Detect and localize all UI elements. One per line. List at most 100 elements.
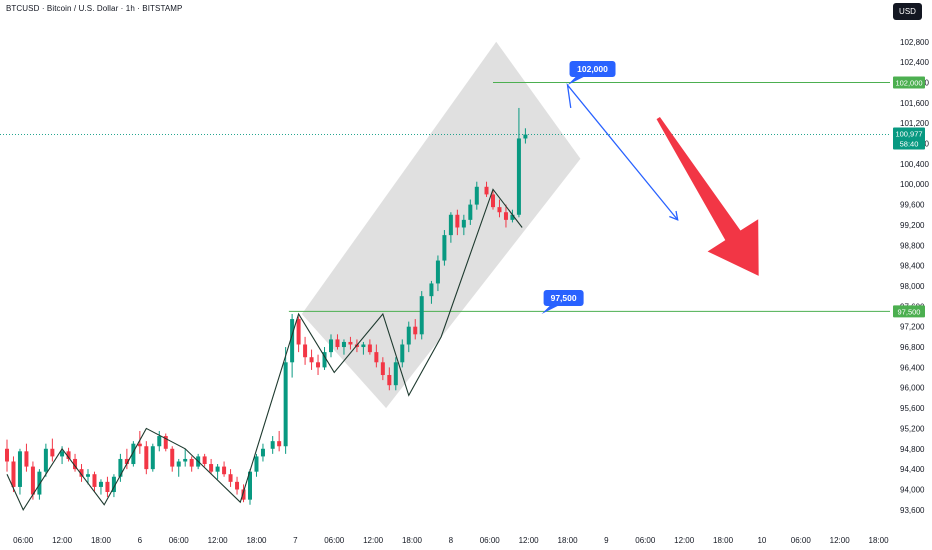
candle[interactable]	[406, 321, 411, 353]
candle[interactable]	[296, 316, 301, 353]
candle[interactable]	[329, 334, 333, 358]
candle[interactable]	[461, 214, 466, 236]
candle[interactable]	[50, 438, 55, 462]
candle-body	[24, 451, 29, 467]
candle[interactable]	[137, 430, 142, 454]
zigzag-line[interactable]	[6, 188, 523, 511]
candle[interactable]	[111, 474, 116, 498]
candle[interactable]	[222, 461, 227, 477]
candle[interactable]	[400, 339, 405, 368]
candle[interactable]	[11, 456, 16, 493]
candle[interactable]	[254, 453, 259, 477]
candle[interactable]	[228, 469, 233, 487]
candle-body	[150, 446, 155, 470]
chart-title: BTCUSD · Bitcoin / U.S. Dollar · 1h · BI…	[6, 4, 183, 13]
candle-body	[316, 362, 321, 368]
candle[interactable]	[491, 189, 495, 210]
callout-box	[543, 289, 584, 306]
candle[interactable]	[86, 469, 90, 485]
candle[interactable]	[361, 341, 366, 355]
x-tick-label: 18:00	[558, 536, 579, 545]
candle-body	[254, 456, 259, 472]
candle-body	[497, 207, 502, 213]
x-tick-label: 06:00	[13, 536, 34, 545]
candle[interactable]	[419, 291, 424, 340]
candle[interactable]	[270, 436, 275, 454]
candle[interactable]	[209, 458, 214, 475]
candle[interactable]	[448, 212, 453, 243]
candle[interactable]	[429, 280, 434, 304]
callout-box	[569, 61, 616, 78]
candle[interactable]	[367, 339, 372, 355]
price-channel[interactable]	[301, 41, 581, 409]
candle[interactable]	[73, 453, 78, 472]
candle[interactable]	[124, 448, 129, 470]
candle[interactable]	[92, 471, 97, 493]
callout-97,500[interactable]: 97,500	[541, 289, 584, 314]
candle[interactable]	[484, 181, 489, 197]
candle[interactable]	[413, 319, 418, 340]
candle-body	[361, 344, 366, 348]
candle[interactable]	[277, 430, 282, 452]
candle[interactable]	[157, 430, 162, 452]
candle[interactable]	[497, 199, 502, 218]
candle[interactable]	[523, 128, 528, 144]
candle[interactable]	[474, 181, 479, 210]
candle[interactable]	[303, 336, 308, 365]
candle[interactable]	[79, 464, 84, 482]
candle[interactable]	[393, 357, 398, 391]
candle[interactable]	[387, 367, 392, 391]
candle[interactable]	[468, 199, 473, 225]
candle[interactable]	[435, 255, 440, 292]
candle[interactable]	[335, 334, 340, 350]
candle[interactable]	[163, 433, 168, 452]
candle[interactable]	[290, 313, 295, 378]
projection-path[interactable]	[566, 82, 679, 221]
candle[interactable]	[341, 339, 346, 355]
candle[interactable]	[455, 209, 460, 236]
y-tick-label: 98,000	[900, 282, 925, 291]
candle[interactable]	[510, 209, 515, 223]
candle[interactable]	[5, 439, 9, 472]
candle[interactable]	[189, 456, 194, 472]
candle[interactable]	[380, 357, 385, 381]
candle[interactable]	[248, 469, 252, 505]
candle[interactable]	[66, 447, 71, 462]
y-tick-label: 96,800	[900, 343, 925, 352]
y-tick-label: 95,600	[900, 404, 925, 413]
candle[interactable]	[348, 336, 353, 350]
candle[interactable]	[118, 453, 123, 482]
candle[interactable]	[17, 448, 22, 495]
x-tick-label: 7	[293, 536, 298, 545]
candle[interactable]	[202, 453, 207, 467]
candle[interactable]	[24, 443, 29, 472]
candle[interactable]	[442, 230, 447, 266]
candle[interactable]	[235, 476, 240, 495]
candle[interactable]	[260, 443, 265, 462]
candle[interactable]	[516, 107, 521, 218]
candle[interactable]	[144, 441, 149, 475]
candle[interactable]	[30, 461, 35, 500]
candle[interactable]	[131, 441, 136, 467]
candle[interactable]	[283, 347, 288, 454]
candle[interactable]	[215, 464, 220, 480]
candle[interactable]	[105, 476, 110, 498]
candle[interactable]	[176, 458, 181, 477]
candle[interactable]	[150, 443, 155, 472]
currency-button[interactable]: USD	[893, 3, 922, 20]
candle-body	[176, 461, 181, 467]
candle[interactable]	[183, 448, 188, 467]
candle[interactable]	[43, 443, 48, 477]
candle[interactable]	[322, 347, 327, 370]
candle[interactable]	[374, 344, 379, 368]
candle[interactable]	[309, 349, 314, 370]
x-tick-label: 18:00	[869, 536, 890, 545]
candle[interactable]	[98, 479, 103, 495]
candle[interactable]	[316, 354, 321, 376]
candle-body	[523, 134, 528, 139]
candle[interactable]	[170, 446, 175, 472]
callout-102,000[interactable]: 102,000	[567, 61, 616, 86]
candle-body	[98, 481, 103, 487]
candle[interactable]	[503, 204, 508, 228]
